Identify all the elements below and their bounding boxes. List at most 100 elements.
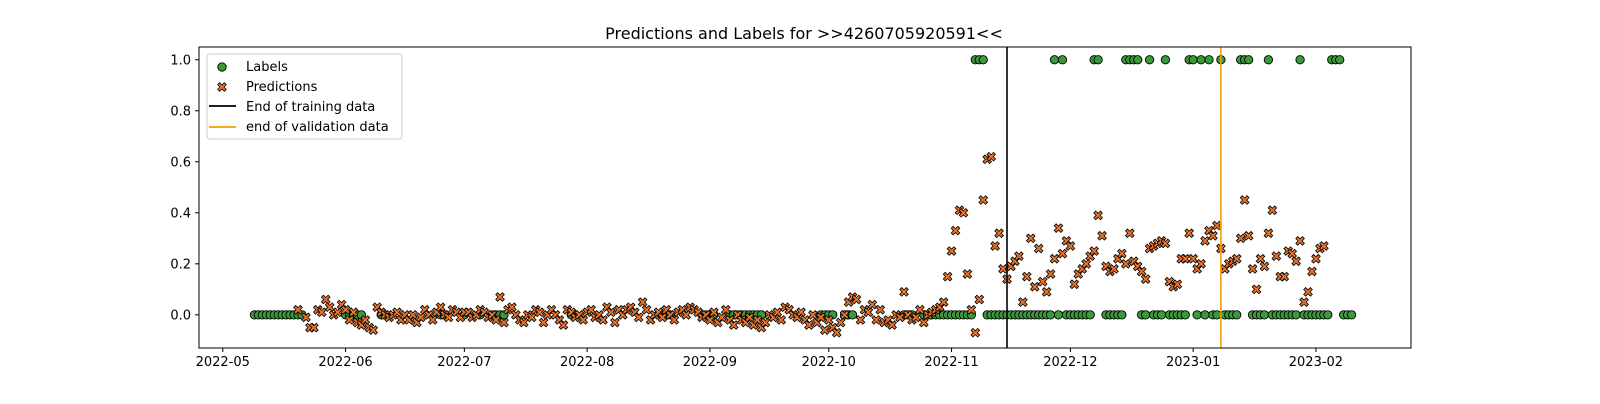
- prediction-point: [1259, 261, 1270, 272]
- prediction-point: [887, 320, 898, 330]
- prediction-point: [772, 307, 783, 318]
- legend-labels-text: Labels: [246, 60, 288, 75]
- prediction-point: [752, 315, 763, 325]
- y-tick-label: 0.0: [170, 308, 191, 323]
- prediction-point: [899, 287, 909, 297]
- prediction-point: [1243, 230, 1254, 241]
- prediction-point: [657, 312, 668, 323]
- prediction-point: [966, 304, 977, 315]
- prediction-point: [1267, 205, 1278, 216]
- marks-layer: [249, 47, 1357, 348]
- prediction-point: [526, 312, 537, 323]
- legend-predictions-marker: [217, 82, 227, 92]
- chart-title: Predictions and Labels for >>42607059205…: [605, 24, 1003, 43]
- label-point: [1346, 310, 1357, 320]
- prediction-point: [495, 292, 505, 302]
- prediction-point: [538, 317, 549, 328]
- prediction-point: [986, 151, 997, 162]
- prediction-point: [518, 317, 529, 328]
- label-point: [1045, 310, 1056, 320]
- prediction-point: [348, 307, 359, 318]
- prediction-point: [301, 312, 311, 323]
- prediction-point: [598, 315, 608, 325]
- prediction-point: [994, 228, 1004, 239]
- prediction-point: [1307, 266, 1317, 277]
- prediction-point: [332, 307, 343, 318]
- prediction-point: [633, 312, 644, 323]
- legend-box: [206, 53, 403, 140]
- plot-frame: [198, 46, 1412, 349]
- prediction-point: [1255, 253, 1266, 264]
- x-tick-label: 2023-01: [1166, 355, 1220, 370]
- prediction-point: [1279, 271, 1290, 282]
- label-point: [1295, 55, 1305, 65]
- y-tick-label: 0.2: [170, 257, 191, 272]
- prediction-point: [744, 312, 755, 323]
- label-point: [1188, 55, 1198, 65]
- label-point: [1204, 55, 1214, 65]
- prediction-point: [1093, 210, 1103, 221]
- prediction-point: [344, 315, 355, 325]
- prediction-point: [320, 294, 331, 305]
- x-tick-label: 2022-09: [683, 355, 737, 370]
- prediction-point: [970, 327, 981, 338]
- prediction-point: [1033, 243, 1044, 254]
- prediction-point: [641, 304, 652, 315]
- prediction-point: [1116, 248, 1127, 259]
- prediction-point: [716, 312, 727, 323]
- prediction-point: [1196, 258, 1206, 269]
- label-point: [978, 55, 988, 65]
- prediction-point: [1184, 228, 1195, 239]
- prediction-point: [637, 297, 648, 307]
- prediction-point: [491, 315, 501, 325]
- prediction-point: [1065, 241, 1076, 251]
- prediction-point: [815, 312, 826, 323]
- prediction-point: [1311, 253, 1321, 264]
- x-tick-label: 2022-12: [1043, 355, 1097, 370]
- prediction-point: [1251, 284, 1262, 295]
- prediction-point: [819, 325, 830, 336]
- prediction-point: [950, 225, 961, 236]
- prediction-point: [435, 302, 446, 313]
- label-point: [1243, 55, 1254, 65]
- prediction-point: [998, 264, 1008, 274]
- prediction-point: [360, 315, 371, 325]
- prediction-point: [1089, 246, 1100, 256]
- prediction-point: [839, 309, 850, 320]
- label-point: [1160, 55, 1171, 65]
- label-point: [1232, 310, 1242, 320]
- prediction-point: [392, 307, 402, 318]
- prediction-point: [1037, 276, 1048, 287]
- prediction-point: [1235, 233, 1246, 244]
- prediction-point: [1271, 251, 1282, 262]
- label-point: [1291, 310, 1301, 320]
- prediction-point: [1021, 271, 1032, 282]
- y-tick-label: 0.6: [170, 155, 191, 170]
- legend-end-validation-text: end of validation data: [246, 120, 389, 135]
- x-tick-label: 2022-05: [196, 355, 250, 370]
- prediction-point: [1053, 223, 1064, 233]
- prediction-point: [974, 294, 985, 305]
- prediction-point: [1318, 241, 1329, 251]
- prediction-point: [1303, 287, 1313, 297]
- prediction-point: [875, 304, 886, 315]
- prediction-point: [1014, 251, 1024, 262]
- prediction-point: [1208, 230, 1218, 241]
- prediction-point: [831, 327, 842, 338]
- label-point: [1192, 310, 1202, 320]
- prediction-point: [851, 294, 862, 305]
- prediction-point: [978, 195, 989, 205]
- prediction-point: [1212, 220, 1222, 231]
- prediction-point: [415, 312, 426, 323]
- axes-layer: 2022-05 2022-06 2022-07 2022-08 2022-09 2022-…: [170, 46, 1412, 370]
- label-point: [1335, 55, 1345, 65]
- prediction-point: [1295, 235, 1305, 246]
- x-tick-label: 2022-07: [437, 355, 491, 370]
- prediction-point: [324, 302, 335, 313]
- prediction-point: [316, 307, 327, 318]
- prediction-point: [1081, 258, 1092, 269]
- prediction-point: [804, 320, 814, 330]
- y-tick-label: 0.4: [170, 206, 191, 221]
- prediction-point: [669, 315, 680, 325]
